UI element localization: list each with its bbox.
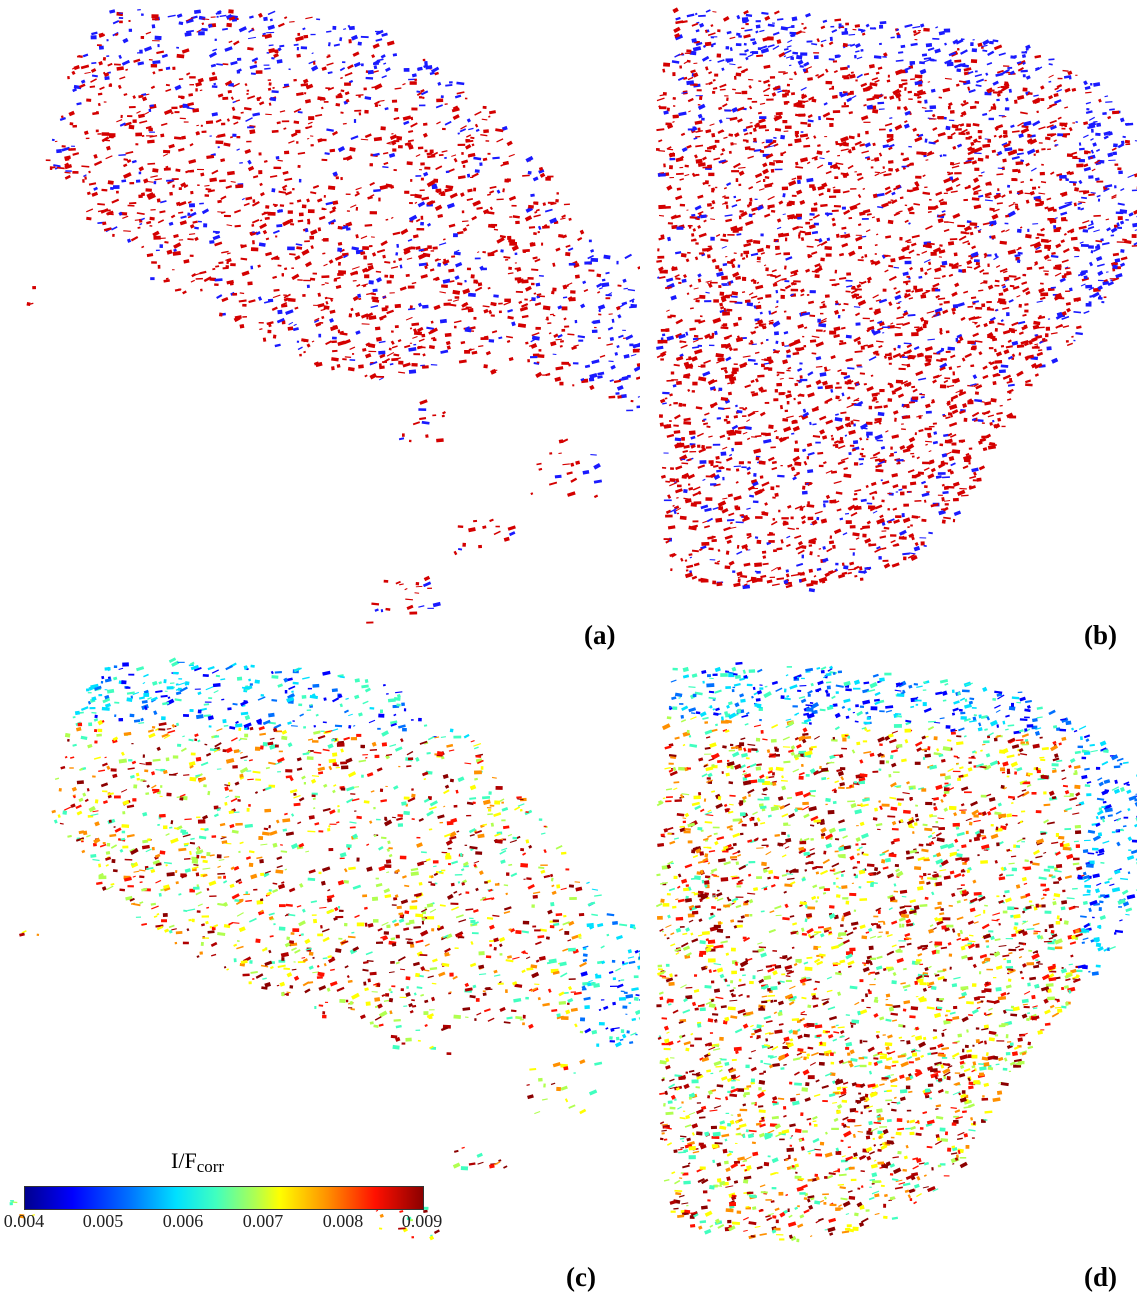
panel-b-binary-map: (b) [656,0,1137,655]
colorbar-legend: I/Fcorr 0.004 0.005 0.006 0.007 0.008 0.… [4,1148,443,1238]
panel-a-binary-map: (a) [0,0,640,655]
panel-d-colormap: (d) [656,655,1137,1300]
surface-map-a [26,9,640,624]
colorbar-tick: 0.005 [82,1211,124,1231]
surface-texture [9,657,640,1241]
colorbar-title-main: I/F [171,1148,197,1173]
surface-map-b [656,7,1137,593]
surface-texture [656,661,1137,1243]
panel-divider [645,0,651,1300]
colorbar-gradient [24,1186,424,1210]
colorbar-tick: 0.009 [401,1211,443,1231]
colorbar-tick: 0.008 [322,1211,364,1231]
surface-texture [656,7,1137,593]
colorbar-tick: 0.004 [3,1211,45,1231]
panel-label-a: (a) [584,620,616,650]
surface-map-c [9,657,640,1241]
colorbar-title: I/Fcorr [171,1148,224,1177]
colorbar-title-sub: corr [196,1157,225,1176]
panel-label-c: (c) [566,1262,596,1292]
surface-texture [26,9,640,624]
colorbar-tick: 0.007 [242,1211,284,1231]
panel-label-b: (b) [1084,620,1117,650]
surface-map-d [656,661,1137,1243]
panel-label-d: (d) [1084,1262,1117,1292]
colorbar-tick: 0.006 [162,1211,204,1231]
panel-c-colormap: (c) [0,655,640,1300]
